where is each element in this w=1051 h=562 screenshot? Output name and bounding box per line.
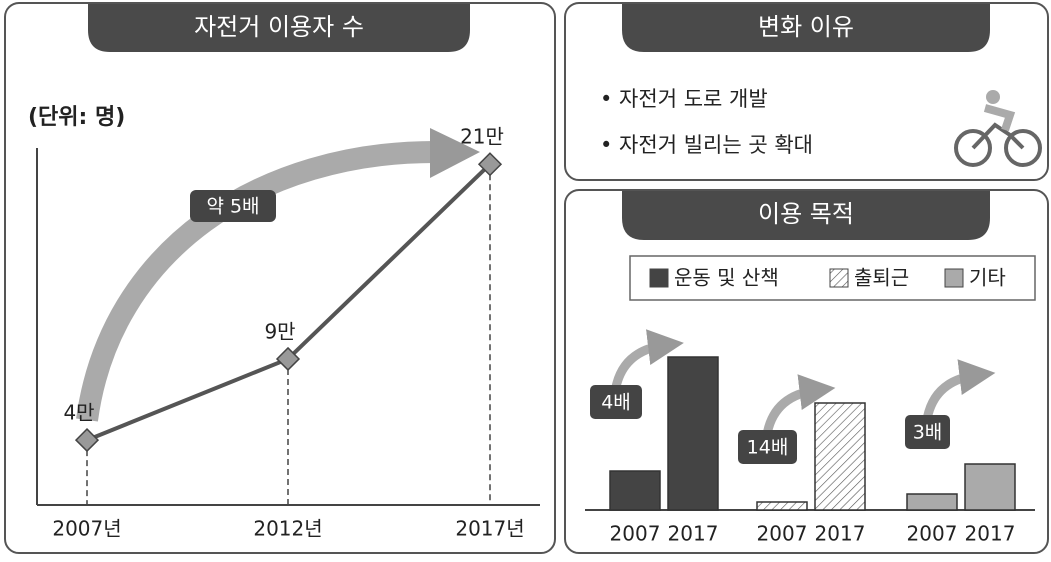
x-tick-label: 2007 bbox=[757, 522, 808, 546]
reason: • 자전거 빌리는 곳 확대 bbox=[600, 133, 813, 157]
value-label: 4만 bbox=[63, 401, 94, 425]
bar bbox=[906, 493, 958, 511]
title-tab bbox=[622, 4, 990, 52]
annotation-box bbox=[190, 190, 276, 222]
annotation: 약 5배 bbox=[206, 196, 259, 218]
bar bbox=[667, 356, 719, 511]
legend-label: 출퇴근 bbox=[854, 266, 909, 290]
annotation-box bbox=[590, 385, 642, 419]
legend-swatch bbox=[829, 268, 849, 288]
x-tick-label: 2012년 bbox=[253, 517, 322, 541]
bar bbox=[814, 402, 866, 511]
x-tick-label: 2007 bbox=[610, 522, 661, 546]
legend-label: 기타 bbox=[969, 266, 1006, 290]
title-tab bbox=[88, 4, 470, 52]
marker bbox=[74, 428, 100, 453]
growth-arrow bbox=[611, 329, 684, 389]
reason: • 자전거 도로 개발 bbox=[600, 87, 768, 111]
x-tick-label: 2007년 bbox=[52, 517, 121, 541]
unit-label: (단위: 명) bbox=[28, 105, 125, 130]
x-tick-label: 2017년 bbox=[455, 517, 524, 541]
title: 이용 목적 bbox=[758, 200, 854, 228]
growth-arrow bbox=[763, 374, 836, 434]
bar bbox=[756, 501, 808, 511]
legend-swatch bbox=[944, 268, 964, 288]
legend-swatch bbox=[649, 268, 669, 288]
x-tick-label: 2017 bbox=[668, 522, 719, 546]
title: 변화 이유 bbox=[758, 13, 854, 41]
annotation-box bbox=[738, 430, 797, 464]
x-tick-label: 2017 bbox=[815, 522, 866, 546]
panel bbox=[4, 2, 556, 554]
growth-arrow bbox=[923, 359, 996, 419]
title-tab bbox=[622, 191, 990, 240]
annotation-box bbox=[905, 415, 950, 449]
x-tick-label: 2007 bbox=[907, 522, 958, 546]
growth-arrow-head bbox=[430, 128, 480, 178]
annotation: 4배 bbox=[601, 392, 631, 414]
value-label: 21만 bbox=[460, 125, 504, 149]
annotation: 14배 bbox=[747, 437, 789, 459]
marker bbox=[477, 152, 503, 177]
x-tick-label: 2017 bbox=[965, 522, 1016, 546]
title: 자전거 이용자 수 bbox=[194, 13, 364, 41]
value-label: 9만 bbox=[264, 319, 295, 343]
bar bbox=[964, 463, 1016, 511]
marker bbox=[275, 346, 301, 372]
legend-label: 운동 및 산책 bbox=[674, 266, 779, 290]
bicycle-icon bbox=[954, 90, 1042, 167]
annotation: 3배 bbox=[913, 422, 943, 444]
bar bbox=[609, 470, 661, 511]
